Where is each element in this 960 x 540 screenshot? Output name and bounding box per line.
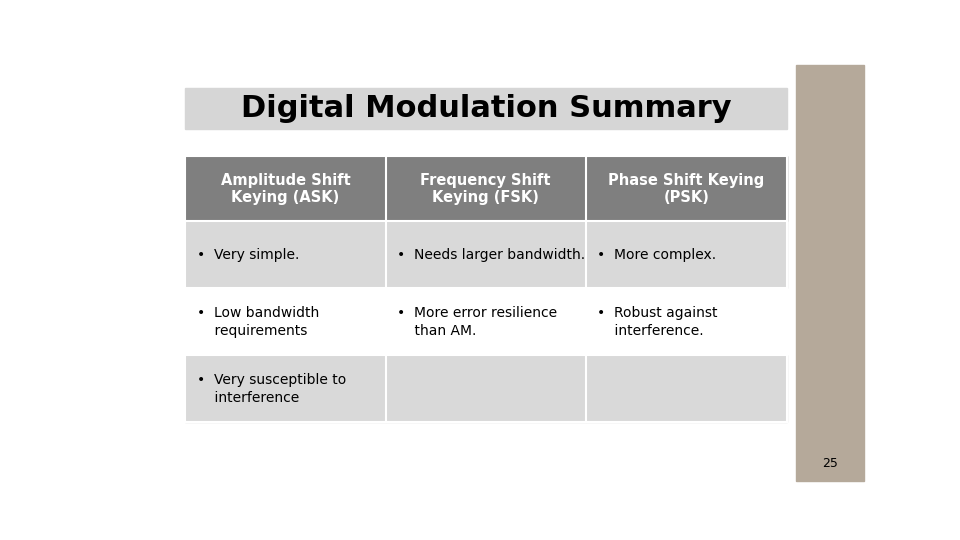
Bar [586, 355, 786, 422]
Text: •  Low bandwidth
    requirements: • Low bandwidth requirements [197, 306, 319, 338]
Bar [185, 156, 386, 221]
Text: 25: 25 [822, 457, 838, 470]
Text: Amplitude Shift
Keying (ASK): Amplitude Shift Keying (ASK) [221, 173, 350, 205]
Text: •  Needs larger bandwidth.: • Needs larger bandwidth. [396, 248, 585, 262]
Text: •  Very susceptible to
    interference: • Very susceptible to interference [197, 373, 346, 405]
Bar [185, 288, 386, 355]
Text: Phase Shift Keying
(PSK): Phase Shift Keying (PSK) [608, 173, 764, 205]
Text: •  Robust against
    interference.: • Robust against interference. [597, 306, 717, 338]
Bar [586, 156, 786, 221]
Bar [185, 87, 786, 129]
Bar [386, 288, 586, 355]
Bar [185, 355, 386, 422]
Bar [386, 156, 586, 221]
Bar [586, 221, 786, 288]
Text: •  Very simple.: • Very simple. [197, 248, 299, 262]
Bar [386, 221, 586, 288]
Text: •  More complex.: • More complex. [597, 248, 716, 262]
Bar [796, 65, 864, 481]
Text: •  More error resilience
    than AM.: • More error resilience than AM. [396, 306, 557, 338]
Bar [586, 288, 786, 355]
Bar [185, 221, 386, 288]
Bar [185, 156, 786, 422]
Text: Frequency Shift
Keying (FSK): Frequency Shift Keying (FSK) [420, 173, 551, 205]
Text: Digital Modulation Summary: Digital Modulation Summary [241, 94, 732, 123]
Bar [386, 355, 586, 422]
